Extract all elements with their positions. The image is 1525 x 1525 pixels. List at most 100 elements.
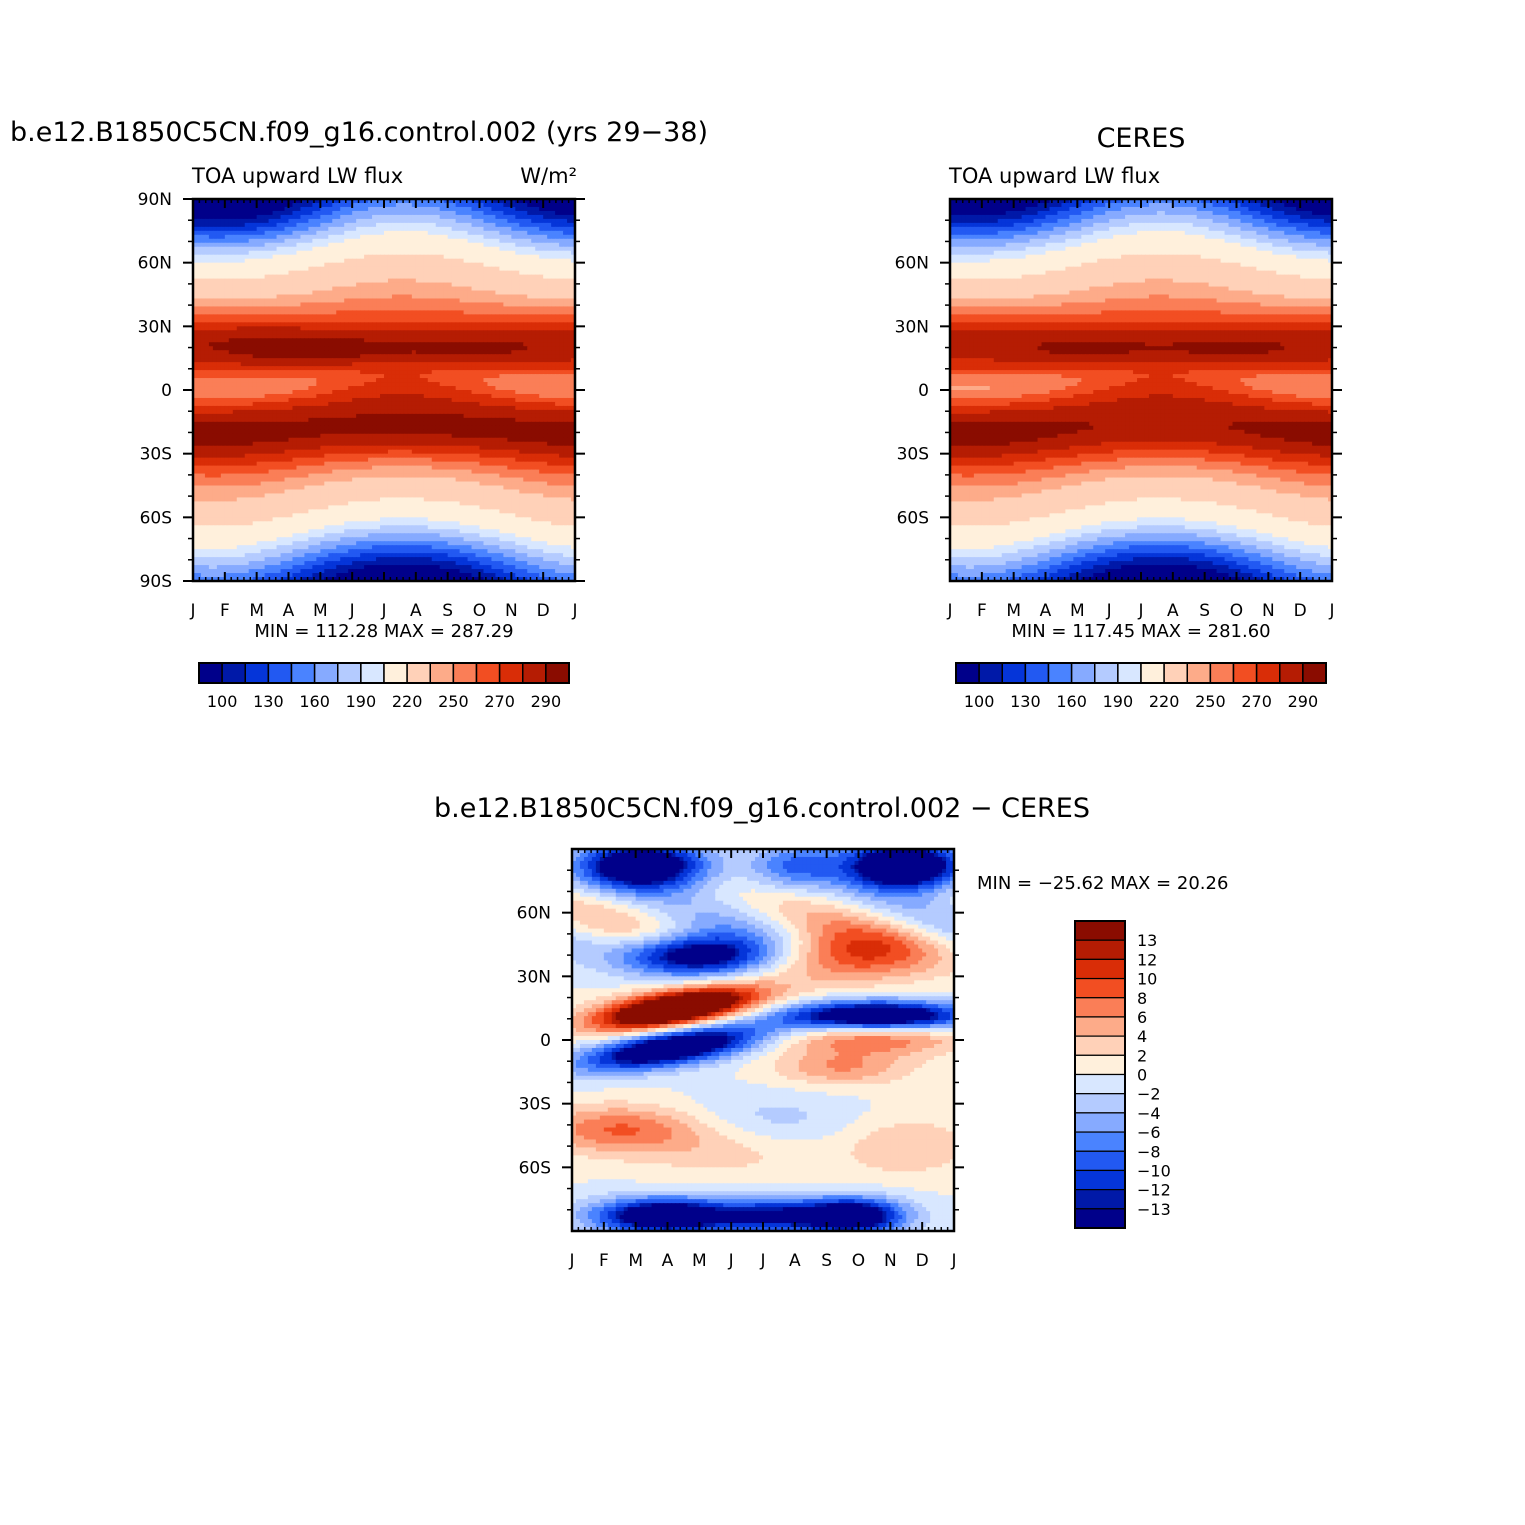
contour-cell [547,266,552,272]
contour-cell [479,322,485,327]
contour-cell [475,199,481,204]
contour-cell [244,282,250,288]
contour-cell [411,238,417,244]
contour-cell [563,242,568,248]
contour-cell [380,199,385,204]
contour-cell [523,306,528,312]
contour-cell [372,374,377,379]
contour-cell [503,298,508,304]
contour-cell [419,358,425,363]
contour-cell [236,250,242,256]
contour-cell [519,322,524,327]
contour-cell [475,266,481,272]
contour-cell [491,401,497,407]
contour-cell [403,266,409,272]
contour-cell [459,294,465,300]
contour-cell [511,370,516,375]
contour-cell [212,199,218,204]
contour-cell [443,334,449,339]
contour-cell [344,366,349,371]
contour-cell [260,274,266,280]
contour-cell [272,370,278,375]
contour-cell [296,401,302,407]
contour-cell [471,230,477,236]
contour-cell [435,330,441,335]
contour-cell [272,202,278,208]
contour-cell [240,342,246,347]
contour-cell [423,214,429,220]
contour-cell [459,366,465,371]
contour-cell [284,326,290,331]
contour-cell [288,326,294,331]
contour-cell [228,262,234,268]
contour-cell [543,306,548,312]
contour-cell [543,390,548,395]
contour-cell [264,370,270,375]
contour-cell [471,298,477,304]
contour-cell [403,290,409,296]
contour-cell [264,199,270,204]
contour-cell [411,258,417,264]
contour-cell [236,306,242,312]
contour-cell [344,286,349,292]
contour-cell [571,318,575,323]
contour-cell [419,258,425,264]
contour-cell [391,362,397,367]
contour-cell [527,318,532,323]
contour-cell [276,382,282,387]
contour-cell [300,366,306,371]
contour-cell [212,234,218,240]
contour-cell [236,202,242,208]
contour-cell [384,230,389,236]
contour-cell [336,258,341,264]
contour-cell [467,262,473,268]
contour-cell [559,250,564,256]
contour-cell [519,290,524,296]
contour-cell [467,226,473,232]
contour-cell [272,326,278,331]
contour-cell [455,254,461,260]
contour-cell [316,350,321,355]
contour-cell [288,254,294,260]
contour-cell [415,254,421,260]
contour-cell [515,314,520,319]
contour-cell [264,302,270,308]
contour-cell [296,310,302,315]
contour-cell [395,326,401,331]
contour-cell [459,254,465,260]
contour-cell [212,298,218,304]
contour-cell [495,258,500,264]
contour-cell [523,382,528,387]
contour-cell [559,234,564,240]
contour-cell [340,334,345,339]
contour-cell [515,222,520,228]
contour-cell [475,282,481,288]
contour-cell [447,362,453,367]
contour-cell [380,382,385,387]
contour-cell [304,310,309,315]
contour-cell [292,266,298,272]
contour-cell [547,382,552,387]
contour-cell [475,218,481,224]
contour-cell [527,274,532,280]
contour-cell [240,350,246,355]
contour-cell [527,354,532,359]
contour-cell [272,282,278,288]
contour-cell [567,262,572,268]
contour-cell [559,334,564,339]
contour-cell [539,318,544,323]
contour-cell [527,214,532,220]
contour-cell [471,366,477,371]
contour-cell [264,326,270,331]
contour-cell [268,258,274,264]
contour-cell [507,401,512,407]
contour-cell [296,390,302,395]
contour-cell [507,210,512,216]
contour-cell [193,338,198,343]
contour-cell [360,390,365,395]
contour-cell [280,362,286,367]
contour-cell [567,230,572,236]
contour-cell [196,270,202,276]
contour-cell [264,378,270,383]
contour-cell [467,218,473,224]
